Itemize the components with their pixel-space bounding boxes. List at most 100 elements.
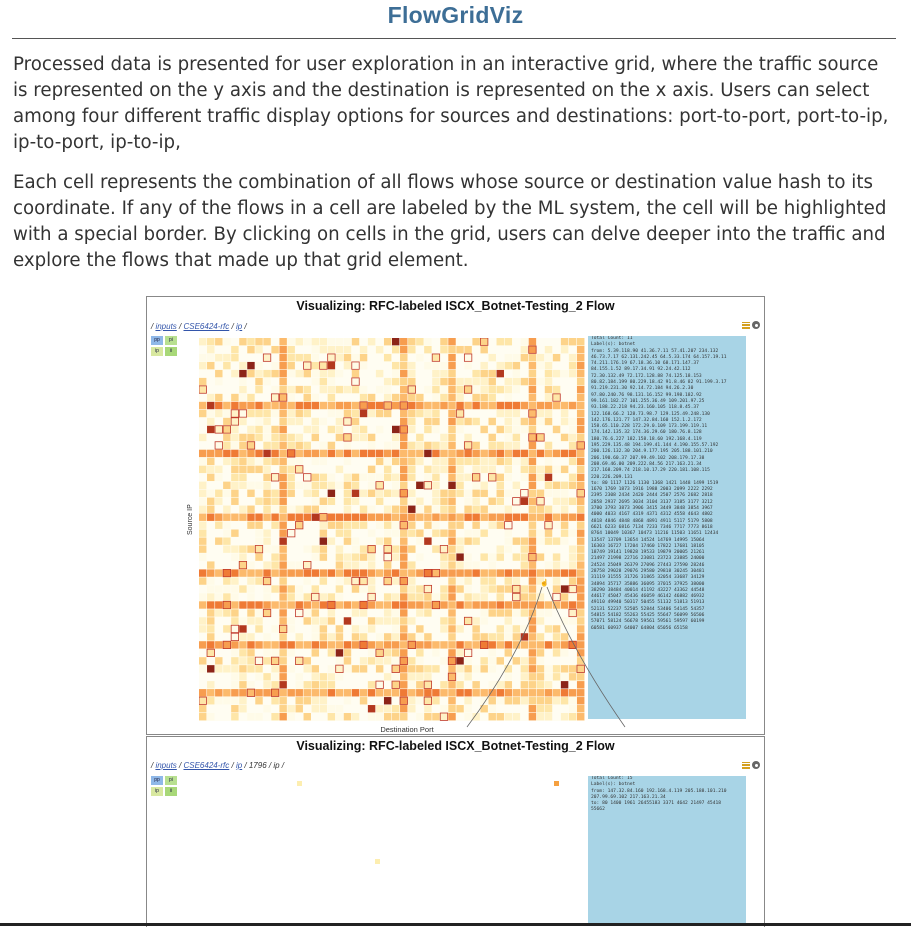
grid-cell[interactable] — [295, 681, 303, 689]
grid-cell[interactable] — [271, 489, 279, 497]
grid-cell[interactable] — [263, 409, 271, 418]
grid-cell[interactable] — [327, 633, 336, 641]
grid-cell[interactable] — [255, 513, 263, 521]
grid-cell[interactable] — [576, 664, 585, 673]
grid-cell[interactable] — [536, 689, 545, 697]
grid-cell[interactable] — [520, 465, 529, 474]
grid-cell[interactable] — [392, 425, 400, 434]
grid-cell[interactable] — [351, 353, 360, 362]
grid-cell[interactable] — [223, 433, 231, 442]
grid-cell[interactable] — [231, 617, 239, 625]
grid-cell[interactable] — [351, 625, 360, 633]
grid-cell[interactable] — [544, 665, 553, 673]
grid-cell[interactable] — [432, 489, 440, 497]
grid-cell[interactable] — [311, 473, 320, 482]
grid-cell[interactable] — [287, 345, 295, 354]
grid-cell[interactable] — [255, 697, 263, 705]
grid-cell[interactable] — [279, 545, 287, 553]
grid-cell[interactable] — [488, 561, 496, 569]
grid-cell[interactable] — [407, 385, 416, 394]
grid-cell[interactable] — [400, 625, 408, 633]
grid-cell[interactable] — [432, 369, 440, 378]
grid-cell[interactable] — [472, 633, 480, 641]
grid-cell[interactable] — [504, 681, 513, 689]
grid-cell[interactable] — [222, 640, 231, 649]
grid-cell[interactable] — [504, 361, 513, 370]
grid-cell[interactable] — [496, 697, 504, 705]
grid-cell[interactable] — [560, 633, 569, 641]
grid-cell[interactable] — [488, 377, 496, 386]
grid-cell[interactable] — [367, 489, 376, 497]
grid-cell[interactable] — [576, 681, 585, 689]
grid-cell[interactable] — [536, 409, 545, 418]
grid-cell[interactable] — [528, 505, 537, 513]
grid-cell[interactable] — [392, 673, 400, 681]
grid-cell[interactable] — [215, 601, 223, 609]
grid-cell[interactable] — [263, 593, 271, 601]
grid-cell[interactable] — [448, 705, 456, 713]
grid-cell[interactable] — [504, 457, 513, 466]
grid-cell[interactable] — [279, 705, 287, 713]
grid-cell[interactable] — [456, 593, 464, 601]
grid-cell[interactable] — [231, 449, 239, 458]
grid-cell[interactable] — [392, 521, 400, 529]
grid-cell[interactable] — [351, 553, 360, 561]
grid-cell[interactable] — [520, 513, 529, 521]
grid-cell[interactable] — [512, 697, 521, 705]
grid-cell[interactable] — [327, 641, 336, 649]
breadcrumb-link-dataset[interactable]: CSE6424-rfc — [183, 761, 230, 770]
grid-cell[interactable] — [560, 649, 569, 657]
grid-cell[interactable] — [239, 681, 247, 689]
grid-cell[interactable] — [263, 377, 271, 386]
grid-cell[interactable] — [199, 409, 207, 418]
grid-cell[interactable] — [560, 593, 569, 601]
grid-cell[interactable] — [408, 569, 416, 577]
grid-cell[interactable] — [335, 433, 344, 442]
grid-cell[interactable] — [488, 713, 496, 721]
grid-cell[interactable] — [207, 625, 215, 633]
grid-cell[interactable] — [271, 457, 279, 466]
grid-cell[interactable] — [424, 665, 432, 673]
grid-cell[interactable] — [488, 513, 496, 521]
grid-cell[interactable] — [408, 457, 416, 466]
grid-cell[interactable] — [464, 497, 472, 505]
grid-cell[interactable] — [496, 481, 504, 490]
grid-cell[interactable] — [383, 521, 392, 529]
grid-cell[interactable] — [448, 697, 456, 705]
grid-cell[interactable] — [383, 576, 392, 586]
grid-cell[interactable] — [271, 601, 279, 609]
grid-cell[interactable] — [472, 569, 480, 577]
grid-cell[interactable] — [319, 617, 328, 625]
grid-cell[interactable] — [512, 537, 521, 545]
grid-cell[interactable] — [456, 537, 464, 545]
grid-cell[interactable] — [327, 345, 336, 354]
grid-cell[interactable] — [544, 369, 553, 378]
grid-cell[interactable] — [359, 361, 368, 370]
gear-icon[interactable] — [752, 761, 760, 769]
grid-cell[interactable] — [504, 649, 513, 657]
grid-cell[interactable] — [327, 369, 336, 378]
grid-cell[interactable] — [448, 585, 456, 593]
grid-cell[interactable] — [576, 465, 585, 474]
grid-cell[interactable] — [207, 457, 215, 466]
grid-cell[interactable] — [488, 521, 496, 529]
grid-cell[interactable] — [311, 481, 320, 490]
grid-cell[interactable] — [512, 584, 521, 594]
grid-cell[interactable] — [440, 433, 448, 442]
grid-cell[interactable] — [215, 449, 223, 458]
grid-cell[interactable] — [263, 657, 271, 665]
grid-cell[interactable] — [399, 425, 408, 434]
grid-cell[interactable] — [544, 377, 553, 386]
grid-cell[interactable] — [536, 585, 545, 593]
grid-cell[interactable] — [255, 481, 263, 490]
grid-cell[interactable] — [408, 401, 416, 410]
grid-cell[interactable] — [432, 441, 440, 450]
grid-cell[interactable] — [239, 377, 247, 386]
grid-cell[interactable] — [215, 657, 223, 665]
grid-cell[interactable] — [255, 433, 263, 442]
grid-cell[interactable] — [456, 513, 464, 521]
grid-cell[interactable] — [424, 338, 432, 346]
grid-cell[interactable] — [424, 409, 432, 418]
grid-cell[interactable] — [496, 449, 504, 458]
grid-cell[interactable] — [448, 417, 456, 426]
